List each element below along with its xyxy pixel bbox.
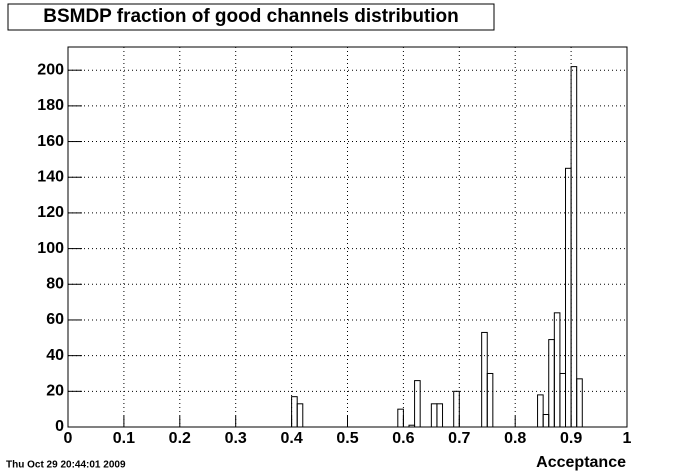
- bar: [542, 414, 550, 428]
- chart-title: BSMDP fraction of good channels distribu…: [43, 6, 459, 27]
- y-tick-label: 140: [37, 168, 64, 185]
- x-tick-label: 0.1: [113, 430, 135, 447]
- y-tick-label: 80: [46, 275, 64, 292]
- x-tick-label: 0: [64, 430, 73, 447]
- bar: [570, 66, 578, 428]
- x-tick-label: 0.9: [560, 430, 582, 447]
- x-tick-label: 0.2: [169, 430, 191, 447]
- x-tick-label: 0.3: [225, 430, 247, 447]
- x-tick-label: 0.8: [504, 430, 526, 447]
- y-tick-label: 40: [46, 347, 64, 364]
- x-tick-label: 0.5: [336, 430, 358, 447]
- bar: [548, 339, 555, 428]
- y-tick-label: 180: [37, 97, 64, 114]
- title-box: [7, 3, 495, 31]
- bar: [553, 312, 561, 428]
- bar: [537, 394, 544, 428]
- x-tick-label: 0.7: [448, 430, 470, 447]
- y-tick-label: 60: [46, 311, 64, 328]
- y-tick-label: 200: [37, 61, 64, 78]
- bar: [559, 372, 567, 428]
- bar: [576, 378, 583, 428]
- bar: [430, 403, 438, 428]
- bar: [397, 408, 404, 428]
- x-tick-label: 0.4: [280, 430, 302, 447]
- y-tick-label: 160: [37, 133, 64, 150]
- x-tick-label: 0.6: [392, 430, 414, 447]
- bar: [291, 396, 298, 428]
- bar: [565, 167, 572, 428]
- x-tick-label: 1: [623, 430, 632, 447]
- bar: [296, 403, 304, 428]
- x-axis-label: Acceptance: [536, 454, 626, 471]
- y-tick-label: 0: [55, 418, 64, 435]
- bar: [481, 331, 488, 428]
- y-tick-label: 100: [37, 240, 64, 257]
- bar: [453, 390, 460, 428]
- bar: [486, 372, 494, 428]
- bar: [436, 403, 444, 428]
- bar: [414, 380, 421, 428]
- y-tick-label: 120: [37, 204, 64, 221]
- plot-frame: [67, 46, 628, 428]
- timestamp: Thu Oct 29 20:44:01 2009: [6, 460, 126, 471]
- y-tick-label: 20: [46, 383, 64, 400]
- bar: [408, 424, 416, 428]
